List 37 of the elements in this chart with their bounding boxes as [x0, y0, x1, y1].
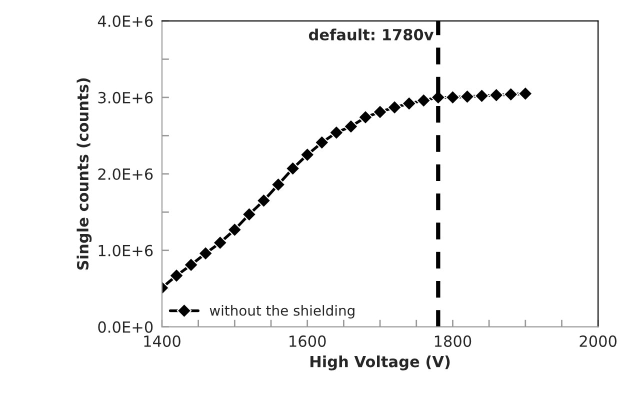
point [503, 86, 518, 102]
ref-line-label: default: 1780v [308, 28, 434, 40]
point [300, 147, 315, 162]
y-tick-label: 0.0E+0 [98, 321, 153, 333]
point [372, 104, 388, 120]
point [314, 135, 330, 150]
point [445, 90, 460, 105]
point [488, 88, 504, 103]
point [285, 161, 300, 176]
y-tick-label: 3.0E+6 [98, 92, 153, 104]
point [416, 93, 432, 108]
point [242, 207, 257, 222]
point [270, 177, 286, 192]
point [169, 268, 184, 283]
point [358, 110, 373, 125]
point [460, 89, 475, 104]
x-tick-label: 1400 [144, 335, 180, 347]
point [387, 100, 402, 115]
legend-label: without the shielding [210, 305, 354, 318]
point [184, 257, 198, 272]
y-tick-label: 4.0E+6 [98, 15, 153, 27]
point [344, 119, 358, 134]
x-axis-title: High Voltage (V) [310, 355, 450, 370]
point [329, 125, 344, 140]
y-tick-label: 1.0E+6 [98, 244, 153, 256]
x-tick-label: 2000 [580, 335, 617, 347]
point [212, 235, 228, 250]
point [256, 193, 272, 208]
y-axis-title: Single counts (counts) [76, 78, 92, 270]
point [518, 86, 533, 101]
y-tick-label: 2.0E+6 [98, 168, 153, 180]
x-tick-label: 1600 [290, 335, 326, 347]
point [402, 96, 416, 111]
point [227, 222, 242, 238]
point [474, 88, 490, 104]
x-tick-label: 1800 [434, 335, 472, 347]
point [198, 246, 213, 261]
